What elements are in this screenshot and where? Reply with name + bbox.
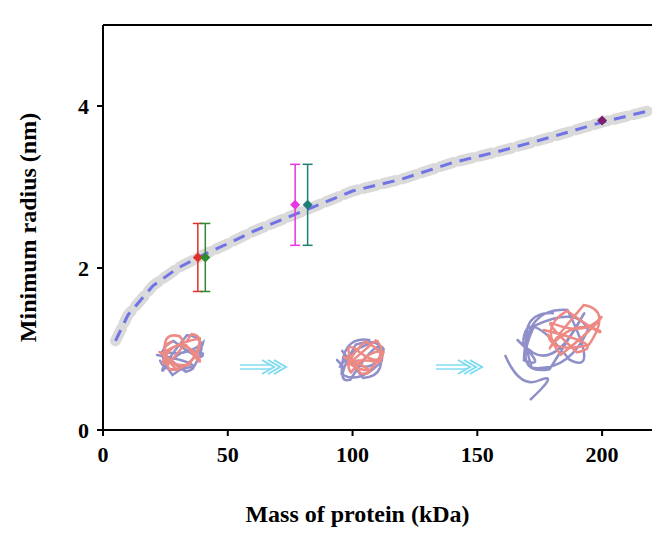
protein-ribbon [160,334,200,370]
protein-ribbon [505,355,548,400]
x-tick-label: 0 [98,442,109,467]
error-bar [290,164,300,245]
curve-shadow [115,110,652,341]
arrow-shaft [436,364,466,366]
error-cap [290,245,300,247]
arrow-head [470,360,482,374]
error-bar [303,164,313,245]
error-cap [303,164,313,166]
error-bar [200,223,210,291]
protein-ribbon [544,305,602,355]
y-tick-label: 4 [78,94,89,119]
x-tick [476,430,478,436]
y-tick [97,267,103,269]
x-axis [103,429,652,431]
point [597,116,607,126]
error-cap [200,291,210,293]
y-axis [102,25,104,430]
error-cap [200,223,210,225]
arrow-shaft [240,364,270,366]
arrow-head [274,360,286,374]
x-tick [601,430,603,436]
plot-area [115,110,652,341]
y-tick-label: 0 [78,418,89,443]
y-axis-title: Minimum radius (nm) [15,113,41,342]
point [290,200,300,210]
arrow-shaft [436,368,466,370]
protein-ribbon [344,340,384,373]
x-tick-label: 200 [586,442,619,467]
error-cap [290,164,300,166]
x-axis-title: Mass of protein (kDa) [245,501,469,527]
x-tick [227,430,229,436]
x-tick-label: 150 [461,442,494,467]
curve [115,110,652,341]
chart: 0 50 100 150 200 0 2 4 Mass of protein (kDa) Mini… [0,0,662,541]
protein-ribbon [337,340,384,381]
y-tick [97,429,103,431]
point [303,200,313,210]
arrow-shaft [240,368,270,370]
error-cap [303,245,313,247]
y-tick-label: 2 [78,256,89,281]
structure-illustrations [157,305,602,400]
frame-top [103,24,652,26]
x-tick-label: 100 [336,442,369,467]
x-tick [352,430,354,436]
x-tick-label: 50 [217,442,239,467]
point [200,252,210,262]
y-tick [97,105,103,107]
